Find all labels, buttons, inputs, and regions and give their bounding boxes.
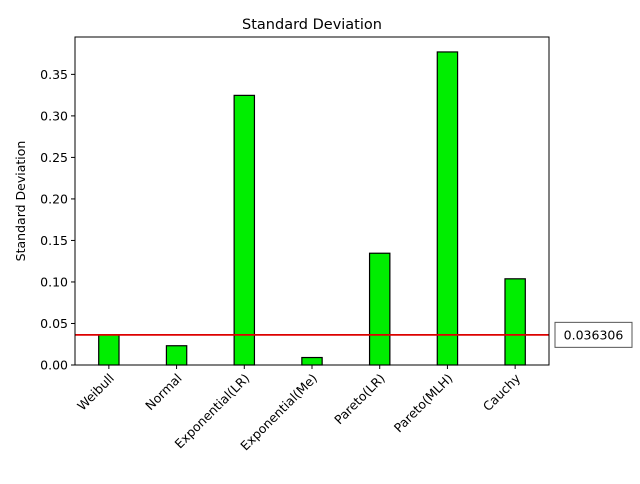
y-tick-label: 0.00 — [40, 358, 68, 373]
x-tick-label: Cauchy — [480, 370, 524, 414]
bar-normal — [165, 345, 188, 366]
y-tick-label: 0.25 — [40, 150, 68, 165]
x-tick-label: Weibull — [74, 371, 117, 414]
reference-label-box — [554, 321, 633, 348]
bars — [98, 51, 526, 366]
plot-frame — [74, 36, 550, 366]
reference-line-group: 0.036306 — [75, 321, 633, 348]
reference-label: 0.036306 — [564, 327, 624, 342]
y-tick-label: 0.30 — [40, 108, 68, 123]
y-tick-label: 0.15 — [40, 233, 68, 248]
chart-title: Standard Deviation — [242, 17, 382, 33]
bar-pareto-mlh — [436, 51, 459, 366]
x-tick-label: Normal — [142, 371, 185, 414]
bar-cauchy — [504, 278, 526, 366]
y-tick-label: 0.10 — [40, 274, 68, 289]
bar-exponential-lr — [233, 94, 256, 366]
bar-pareto-lr — [368, 252, 391, 366]
x-tick-label: Pareto(LR) — [331, 371, 388, 428]
y-tick-label: 0.20 — [40, 191, 68, 206]
x-tick-label: Pareto(MLH) — [391, 371, 456, 436]
y-axis-label: Standard Deviation — [13, 141, 28, 262]
y-tick-label: 0.35 — [40, 67, 68, 82]
bar-exponential-me — [301, 356, 323, 366]
y-tick-label: 0.05 — [40, 316, 68, 331]
bar-weibull — [98, 334, 120, 366]
